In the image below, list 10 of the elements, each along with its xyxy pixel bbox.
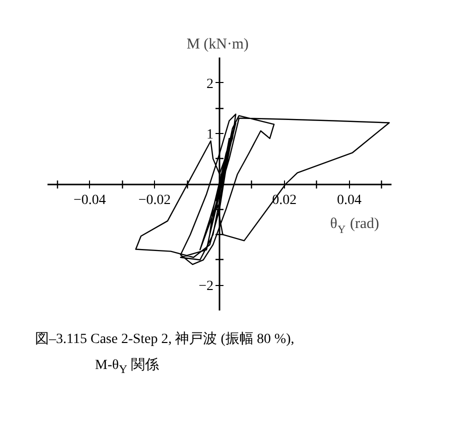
x-tick-label: 0.02 [272, 193, 297, 208]
x-tick-label: 0.04 [337, 193, 362, 208]
x-tick-label: −0.02 [138, 193, 171, 208]
x-tick-label: −0.04 [73, 193, 106, 208]
y-tick-label: 2 [206, 76, 214, 92]
y-tick-label: 1 [206, 127, 214, 142]
text: M-θ$_{Y}$ 関係 [95, 356, 160, 378]
text: 図–3.115 Case 2-Step 2, 神戸波 (振幅 80 %), [35, 330, 294, 349]
y-tick-label: −2 [198, 279, 214, 294]
y-axis-title: M (kN·m) [186, 36, 249, 52]
